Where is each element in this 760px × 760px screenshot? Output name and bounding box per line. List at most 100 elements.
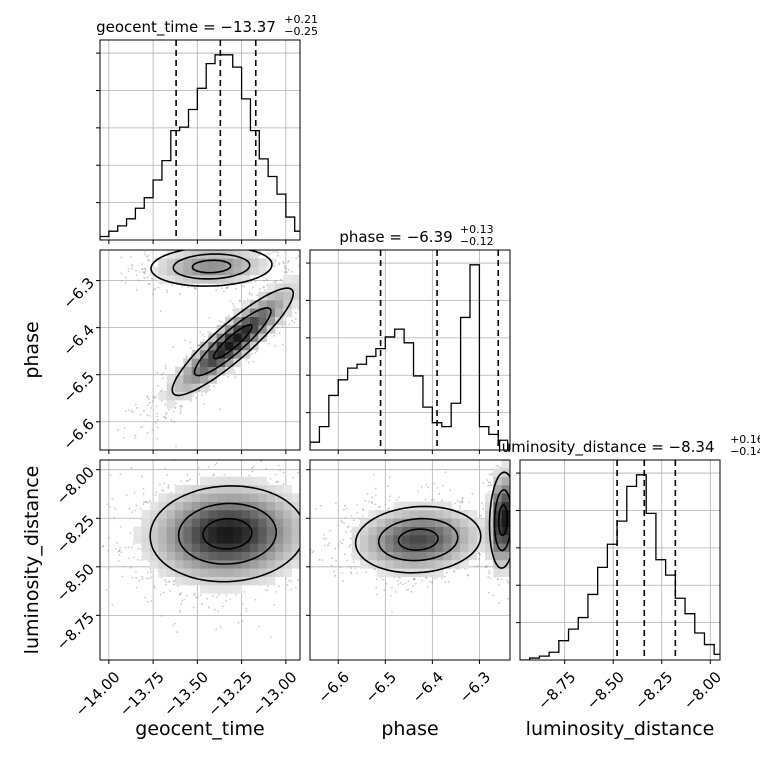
density-cell bbox=[275, 308, 284, 317]
sample-point bbox=[184, 245, 186, 247]
sample-point bbox=[343, 508, 345, 511]
sample-point bbox=[172, 583, 175, 586]
sample-point bbox=[285, 267, 288, 270]
sample-point bbox=[148, 414, 151, 417]
sample-point bbox=[328, 265, 330, 267]
sample-point bbox=[150, 576, 153, 579]
sample-point bbox=[486, 565, 489, 567]
sample-point bbox=[343, 504, 346, 507]
density-cell bbox=[191, 375, 201, 384]
sample-point bbox=[152, 288, 155, 291]
sample-point bbox=[286, 261, 289, 264]
sample-point bbox=[454, 502, 457, 505]
sample-point bbox=[383, 589, 386, 591]
sample-point bbox=[120, 279, 123, 282]
sample-point bbox=[492, 594, 495, 597]
sample-point bbox=[319, 522, 321, 524]
sample-point bbox=[140, 268, 143, 270]
sample-point bbox=[227, 315, 230, 317]
sample-point bbox=[329, 269, 331, 271]
sample-point bbox=[145, 501, 148, 504]
sample-point bbox=[203, 335, 206, 338]
density-cell bbox=[283, 551, 292, 561]
panel-frame bbox=[99, 39, 301, 241]
density-cell bbox=[191, 485, 201, 494]
sample-point bbox=[346, 493, 348, 495]
sample-point bbox=[120, 450, 122, 452]
density-cell bbox=[216, 585, 226, 594]
sample-point bbox=[488, 490, 491, 493]
density-cell bbox=[250, 501, 259, 511]
density-cell bbox=[200, 383, 209, 392]
sample-point bbox=[237, 621, 240, 624]
sample-point bbox=[225, 287, 228, 290]
sample-point bbox=[143, 596, 146, 599]
sample-point bbox=[113, 516, 116, 519]
sample-point bbox=[488, 484, 491, 487]
sample-point bbox=[489, 481, 491, 484]
sample-point bbox=[356, 503, 359, 506]
sample-point bbox=[327, 530, 329, 532]
sample-point bbox=[136, 586, 138, 589]
sample-point bbox=[143, 276, 146, 279]
sample-point bbox=[145, 577, 148, 580]
sample-point bbox=[165, 583, 167, 586]
sample-point bbox=[167, 408, 170, 411]
density-cell bbox=[183, 258, 192, 267]
density-cell bbox=[158, 258, 167, 267]
sample-point bbox=[307, 504, 309, 506]
sample-point bbox=[217, 610, 219, 613]
sample-point bbox=[264, 589, 267, 591]
sample-point bbox=[282, 261, 285, 263]
density-cell bbox=[183, 383, 192, 392]
sample-point bbox=[219, 626, 222, 628]
density-cell bbox=[216, 358, 226, 367]
sample-point bbox=[192, 244, 194, 246]
sample-point bbox=[215, 289, 218, 292]
sample-point bbox=[251, 293, 253, 296]
sample-point bbox=[340, 455, 342, 457]
sample-point bbox=[160, 399, 163, 402]
sample-point bbox=[190, 246, 192, 248]
sample-point bbox=[164, 413, 167, 415]
sample-point bbox=[189, 346, 192, 349]
sample-point bbox=[252, 360, 255, 363]
sample-point bbox=[213, 385, 215, 388]
sample-point bbox=[394, 591, 397, 593]
sample-point bbox=[111, 497, 114, 500]
sample-point bbox=[129, 255, 132, 258]
sample-point bbox=[329, 529, 332, 532]
sample-point bbox=[266, 335, 269, 337]
density-cell bbox=[225, 543, 234, 552]
sample-point bbox=[323, 544, 326, 547]
sample-point bbox=[179, 293, 181, 296]
density-cell bbox=[283, 543, 292, 552]
density-cell bbox=[200, 493, 209, 502]
sample-point bbox=[305, 576, 307, 578]
sample-point bbox=[162, 489, 165, 492]
density-cell bbox=[225, 535, 234, 544]
sample-point bbox=[152, 293, 154, 296]
sample-point bbox=[328, 525, 330, 527]
density-cell bbox=[266, 543, 276, 552]
sample-point bbox=[514, 512, 516, 514]
density-cell bbox=[166, 275, 176, 284]
sample-point bbox=[333, 550, 335, 552]
density-cell bbox=[241, 560, 251, 569]
density-cell bbox=[275, 501, 284, 511]
sample-point bbox=[146, 571, 149, 574]
sample-point bbox=[147, 501, 149, 504]
contour-line bbox=[193, 307, 272, 377]
density-cell bbox=[141, 535, 151, 544]
sample-point bbox=[301, 546, 303, 548]
sample-point bbox=[297, 471, 300, 474]
sample-point bbox=[142, 503, 145, 506]
sample-point bbox=[203, 246, 205, 248]
sample-point bbox=[251, 467, 254, 469]
sample-point bbox=[275, 280, 277, 282]
sample-point bbox=[248, 474, 251, 477]
density-cell bbox=[258, 291, 267, 301]
sample-point bbox=[165, 412, 168, 414]
density-cell bbox=[233, 585, 242, 594]
sample-point bbox=[201, 333, 204, 336]
